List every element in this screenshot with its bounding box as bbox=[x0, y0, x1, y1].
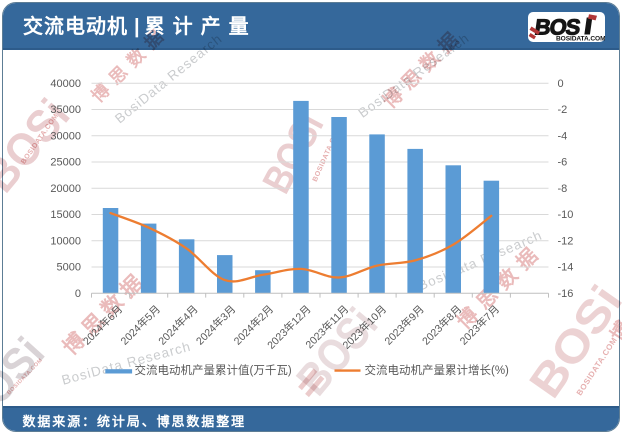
svg-text:2023年8月: 2023年8月 bbox=[419, 303, 464, 348]
svg-text:2023年7月: 2023年7月 bbox=[457, 303, 502, 348]
svg-text:15000: 15000 bbox=[50, 209, 81, 221]
svg-text:BOSIDATA.COM: BOSIDATA.COM bbox=[556, 35, 605, 41]
svg-text:30000: 30000 bbox=[50, 130, 81, 142]
svg-text:40000: 40000 bbox=[50, 78, 81, 90]
svg-text:2024年3月: 2024年3月 bbox=[193, 303, 238, 348]
svg-text:0: 0 bbox=[558, 78, 564, 90]
svg-text:10000: 10000 bbox=[50, 235, 81, 247]
svg-text:-8: -8 bbox=[558, 183, 568, 195]
svg-text:交流电动机产量累计增长(%): 交流电动机产量累计增长(%) bbox=[365, 363, 510, 377]
svg-text:交流电动机产量累计值(万千瓦): 交流电动机产量累计值(万千瓦) bbox=[135, 363, 292, 377]
svg-text:-10: -10 bbox=[558, 209, 574, 221]
svg-text:2024年4月: 2024年4月 bbox=[156, 303, 201, 348]
svg-text:20000: 20000 bbox=[50, 183, 81, 195]
svg-text:0: 0 bbox=[75, 288, 81, 300]
svg-text:5000: 5000 bbox=[57, 262, 81, 274]
svg-text:-2: -2 bbox=[558, 104, 568, 116]
svg-text:35000: 35000 bbox=[50, 104, 81, 116]
svg-text:25000: 25000 bbox=[50, 157, 81, 169]
svg-text:2023年9月: 2023年9月 bbox=[382, 303, 427, 348]
svg-text:-12: -12 bbox=[558, 235, 574, 247]
svg-text:-14: -14 bbox=[558, 262, 574, 274]
svg-text:2024年6月: 2024年6月 bbox=[80, 303, 125, 348]
svg-text:BOS: BOS bbox=[533, 14, 581, 39]
svg-text:-6: -6 bbox=[558, 157, 568, 169]
svg-text:-16: -16 bbox=[558, 288, 574, 300]
svg-text:-4: -4 bbox=[558, 130, 568, 142]
svg-text:2024年5月: 2024年5月 bbox=[118, 303, 163, 348]
